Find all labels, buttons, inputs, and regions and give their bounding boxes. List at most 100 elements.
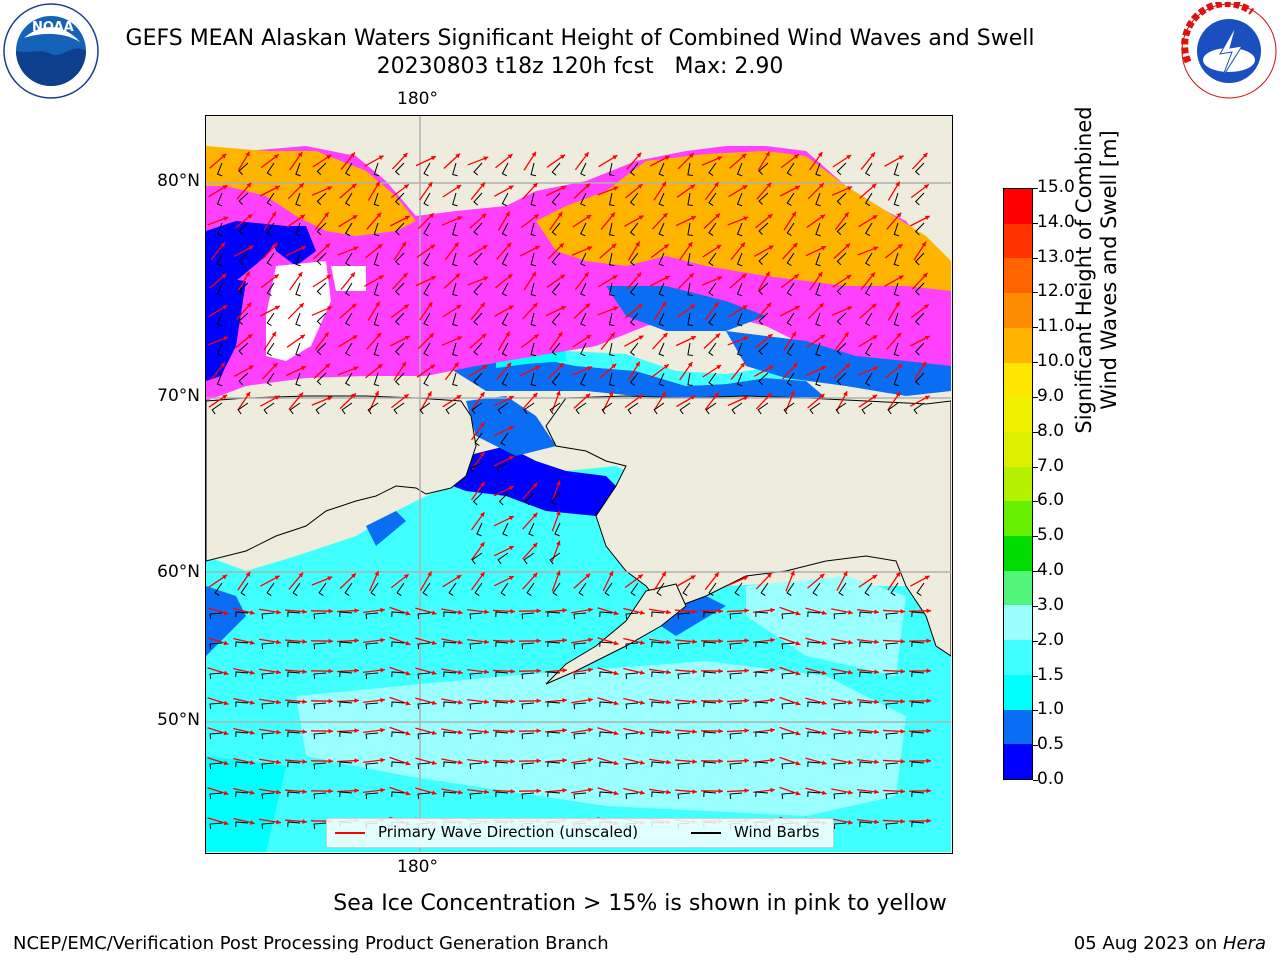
wave-arrow-head — [510, 758, 515, 764]
wave-arrow-head — [690, 216, 696, 221]
colorbar-tick-label: 11.0 — [1033, 316, 1075, 337]
wind-barb — [373, 222, 380, 237]
wave-arrow-head — [718, 758, 723, 764]
wave-arrow-head — [637, 304, 643, 309]
wave-arrow-head — [556, 480, 561, 486]
wave-arrow-head — [821, 700, 827, 706]
wave-arrow-head — [458, 639, 463, 645]
wind-barb — [417, 762, 431, 770]
wave-arrow-head — [327, 306, 333, 311]
wave-arrow-head — [249, 700, 255, 705]
colorbar-tick-label: 0.0 — [1032, 769, 1065, 789]
wind-barb — [452, 282, 458, 297]
wave-arrow-head — [900, 638, 905, 644]
wind-barb — [469, 792, 483, 800]
wave-arrow-head — [508, 425, 514, 431]
wave-arrow-head — [562, 638, 567, 643]
wind-barb — [240, 582, 249, 596]
colorbar-tick-label: 2.0 — [1032, 629, 1065, 650]
wind-barb — [651, 671, 665, 677]
wind-barb — [501, 252, 509, 267]
wind-barb — [209, 792, 223, 800]
wave-arrow-head — [848, 639, 853, 645]
wave-arrow-head — [510, 638, 515, 644]
wave-arrow-head — [302, 759, 307, 764]
wave-direction-legend-label: Primary Wave Direction (unscaled) — [378, 823, 639, 841]
colorbar-label-line2: Wind Waves and Swell [m] — [1097, 130, 1121, 410]
wave-arrow-head — [560, 274, 566, 280]
wind-barb — [521, 612, 535, 620]
wind-barb — [911, 701, 925, 707]
wave-arrow-head — [848, 669, 853, 675]
wave-arrow-head — [795, 790, 801, 796]
wave-arrow-head — [223, 700, 229, 706]
wave-arrow-head — [378, 275, 384, 280]
wave-arrow-head — [926, 728, 931, 734]
wind-barb — [599, 611, 613, 617]
wind-barb — [549, 402, 561, 415]
wind-barb — [365, 732, 379, 740]
wave-arrow-head — [456, 575, 462, 580]
wave-arrow-head — [221, 153, 227, 159]
wind-barb — [608, 282, 615, 297]
wave-arrow-head — [743, 576, 749, 581]
wind-barb — [781, 702, 795, 710]
wind-barb — [423, 342, 431, 357]
wind-barb — [736, 372, 743, 387]
wave-arrow-head — [666, 669, 671, 675]
wave-arrow-head — [714, 572, 719, 578]
wave-arrow-head — [744, 698, 749, 704]
wind-barb — [885, 792, 899, 800]
wave-arrow-head — [380, 607, 385, 613]
wave-arrow-head — [922, 152, 928, 158]
wind-barb — [238, 222, 249, 235]
wave-arrow-head — [562, 668, 567, 673]
wave-arrow-head — [821, 790, 827, 796]
wave-arrow-head — [692, 639, 697, 644]
wind-barb — [625, 792, 639, 800]
wind-barb — [365, 762, 379, 770]
wave-arrow-head — [374, 390, 379, 396]
wind-barb — [344, 162, 353, 177]
colorbar-tick-label: 1.5 — [1032, 664, 1065, 685]
wave-arrow-head — [302, 729, 307, 734]
wave-arrow-head — [556, 510, 561, 516]
wave-arrow-head — [405, 610, 411, 616]
wave-arrow-head — [870, 272, 875, 278]
wave-arrow-head — [532, 302, 538, 308]
wind-barb — [687, 282, 693, 297]
wind-barb — [237, 402, 249, 415]
wind-barb — [501, 282, 509, 297]
wave-arrow-head — [639, 640, 645, 645]
wave-arrow-head — [896, 212, 902, 218]
wind-barb — [521, 702, 535, 710]
wind-barb — [815, 372, 821, 387]
wave-arrow-head — [353, 366, 359, 371]
wave-arrow-head — [742, 305, 748, 310]
wave-arrow-head — [766, 573, 772, 578]
wind-barb — [423, 312, 431, 327]
wind-barb — [316, 162, 327, 176]
wave-arrow-head — [741, 153, 747, 159]
wave-arrow-head — [770, 637, 775, 643]
wind-barb — [893, 192, 900, 207]
wind-barb — [295, 342, 301, 357]
wave-arrow-head — [871, 303, 877, 309]
wind-barb — [365, 612, 379, 620]
wave-arrow-head — [328, 728, 333, 734]
wave-arrow-head — [276, 789, 281, 795]
wave-arrow-head — [427, 571, 432, 577]
wave-arrow-head — [897, 364, 903, 369]
wave-arrow-head — [718, 788, 723, 794]
wave-arrow-head — [821, 610, 827, 616]
wind-barb — [530, 342, 537, 357]
wave-arrow-head — [380, 757, 385, 763]
wave-arrow-head — [687, 361, 693, 367]
wind-barb — [833, 762, 847, 770]
wave-arrow-head — [639, 700, 645, 705]
wind-barb — [786, 372, 795, 387]
wave-arrow-head — [300, 214, 306, 220]
wave-arrow-head — [354, 788, 359, 794]
wave-arrow-head — [328, 668, 333, 674]
wave-arrow-head — [326, 155, 332, 160]
